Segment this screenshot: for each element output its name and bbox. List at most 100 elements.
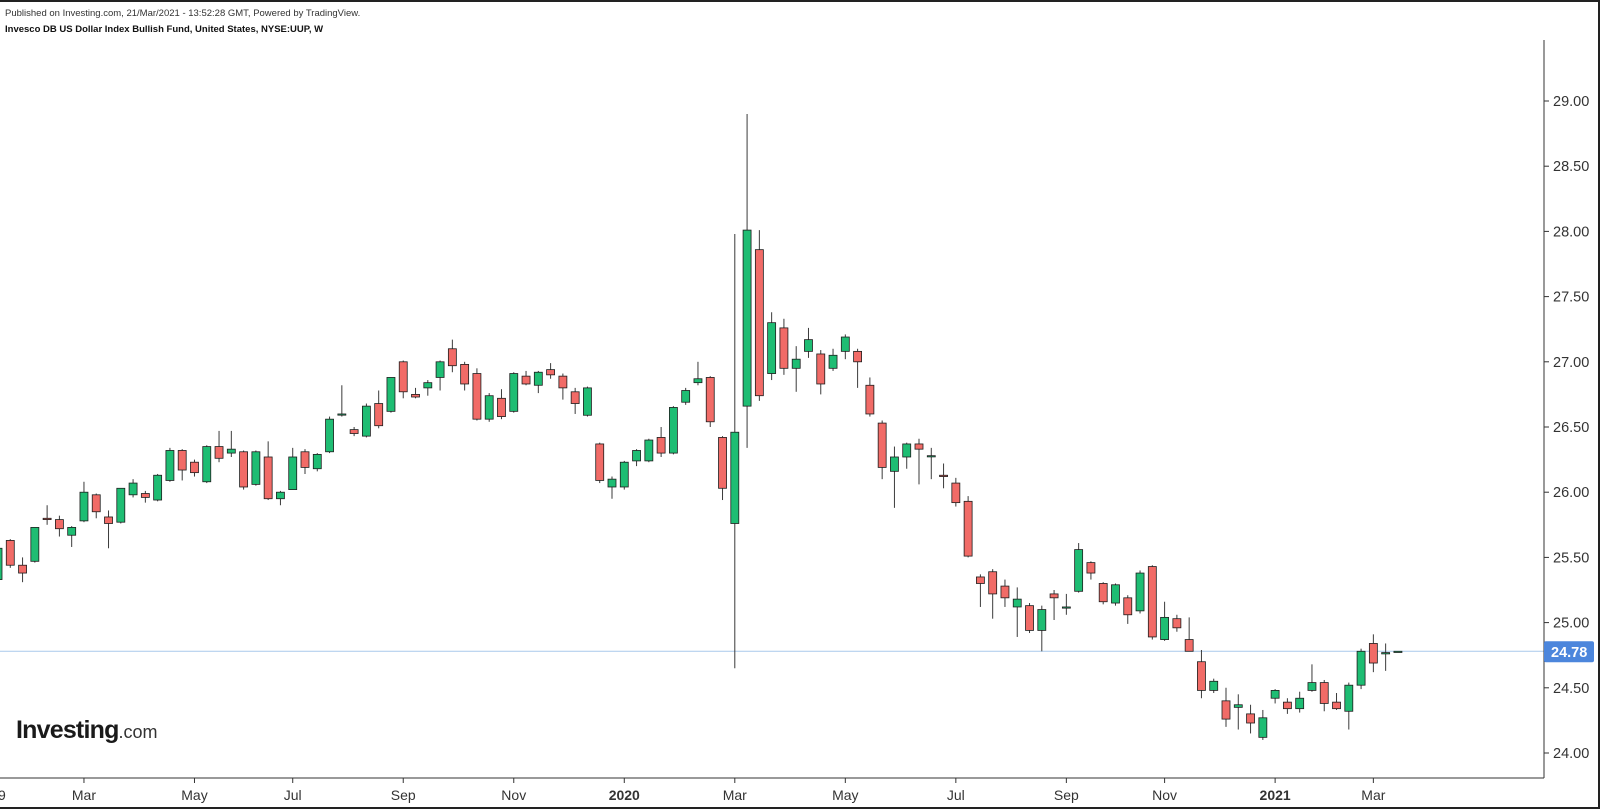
candle[interactable] (521, 370, 531, 386)
candle[interactable] (1135, 570, 1145, 614)
candle[interactable] (116, 487, 126, 524)
candle[interactable] (349, 427, 359, 437)
candle[interactable] (840, 334, 850, 360)
candle[interactable] (1381, 643, 1391, 671)
candle[interactable] (1000, 579, 1010, 607)
candle[interactable] (914, 438, 924, 485)
candle[interactable] (730, 234, 740, 669)
candle[interactable] (55, 515, 64, 537)
candle[interactable] (18, 557, 27, 583)
candle[interactable] (1147, 565, 1157, 640)
candle[interactable] (447, 339, 457, 373)
candle[interactable] (570, 387, 580, 414)
candle[interactable] (865, 377, 875, 417)
candle[interactable] (1037, 605, 1047, 652)
candle[interactable] (619, 460, 629, 490)
candle[interactable] (767, 312, 777, 381)
candle[interactable] (890, 446, 899, 508)
candle[interactable] (607, 476, 617, 499)
candle[interactable] (669, 406, 678, 455)
candle[interactable] (411, 387, 420, 399)
candle[interactable] (79, 481, 89, 523)
candle[interactable] (779, 318, 789, 375)
candle[interactable] (754, 230, 764, 401)
candle[interactable] (656, 427, 666, 457)
candle[interactable] (226, 430, 236, 457)
candle[interactable] (988, 569, 998, 619)
candle[interactable] (595, 442, 605, 484)
candle[interactable] (1172, 614, 1182, 632)
candle[interactable] (963, 496, 973, 558)
candle[interactable] (239, 450, 249, 490)
candle[interactable] (951, 477, 961, 507)
candle[interactable] (1368, 634, 1378, 673)
candle[interactable] (202, 445, 212, 484)
candle[interactable] (718, 436, 727, 501)
candle[interactable] (1332, 693, 1341, 710)
candle[interactable] (484, 393, 494, 422)
candle[interactable] (509, 372, 519, 413)
candle[interactable] (1061, 593, 1071, 615)
candle[interactable] (30, 527, 40, 563)
candle[interactable] (153, 473, 163, 502)
candle[interactable] (1098, 582, 1108, 605)
candle[interactable] (1123, 595, 1133, 624)
candle[interactable] (681, 387, 691, 405)
candle[interactable] (140, 490, 150, 503)
candle[interactable] (693, 361, 703, 386)
candle[interactable] (423, 380, 433, 396)
candle[interactable] (533, 370, 543, 394)
candle[interactable] (804, 327, 813, 358)
candle[interactable] (190, 459, 199, 477)
candle[interactable] (386, 377, 396, 413)
candle[interactable] (1270, 689, 1280, 704)
candle[interactable] (325, 416, 334, 454)
candle[interactable] (1344, 682, 1354, 730)
candle[interactable] (300, 449, 310, 474)
candle[interactable] (1012, 587, 1022, 637)
candle[interactable] (1184, 617, 1194, 652)
candle[interactable] (460, 361, 470, 391)
candle[interactable] (1221, 687, 1231, 727)
candle[interactable] (705, 376, 715, 427)
candle[interactable] (816, 350, 826, 395)
candle[interactable] (288, 447, 298, 490)
candle[interactable] (1356, 648, 1366, 690)
candle[interactable] (1233, 694, 1243, 730)
candle[interactable] (1160, 601, 1169, 641)
candle[interactable] (104, 510, 113, 549)
candle[interactable] (742, 114, 752, 448)
candle[interactable] (398, 360, 408, 399)
candle[interactable] (828, 348, 838, 371)
candle[interactable] (1319, 679, 1329, 712)
candle[interactable] (1246, 704, 1255, 734)
candle[interactable] (165, 447, 175, 482)
candle[interactable] (0, 547, 3, 582)
candle[interactable] (177, 449, 187, 481)
candle[interactable] (128, 479, 138, 498)
candle[interactable] (361, 403, 371, 438)
candle[interactable] (902, 442, 912, 469)
candle[interactable] (312, 453, 322, 472)
candle[interactable] (5, 539, 15, 568)
candle[interactable] (276, 490, 285, 506)
candle[interactable] (67, 526, 77, 547)
candle[interactable] (472, 368, 482, 421)
candle[interactable] (644, 438, 654, 463)
candle[interactable] (251, 450, 261, 486)
candle[interactable] (1025, 603, 1034, 634)
candle[interactable] (546, 363, 555, 379)
candle[interactable] (583, 386, 592, 417)
candle[interactable] (91, 493, 101, 519)
candle[interactable] (1258, 709, 1268, 740)
candle[interactable] (926, 447, 936, 480)
candle[interactable] (435, 360, 445, 391)
candle[interactable] (1393, 650, 1403, 653)
candle[interactable] (853, 348, 862, 388)
candle[interactable] (263, 441, 273, 501)
candle[interactable] (1283, 698, 1292, 714)
candle[interactable] (791, 346, 801, 392)
candle[interactable] (1074, 543, 1084, 593)
candle[interactable] (1111, 583, 1120, 606)
